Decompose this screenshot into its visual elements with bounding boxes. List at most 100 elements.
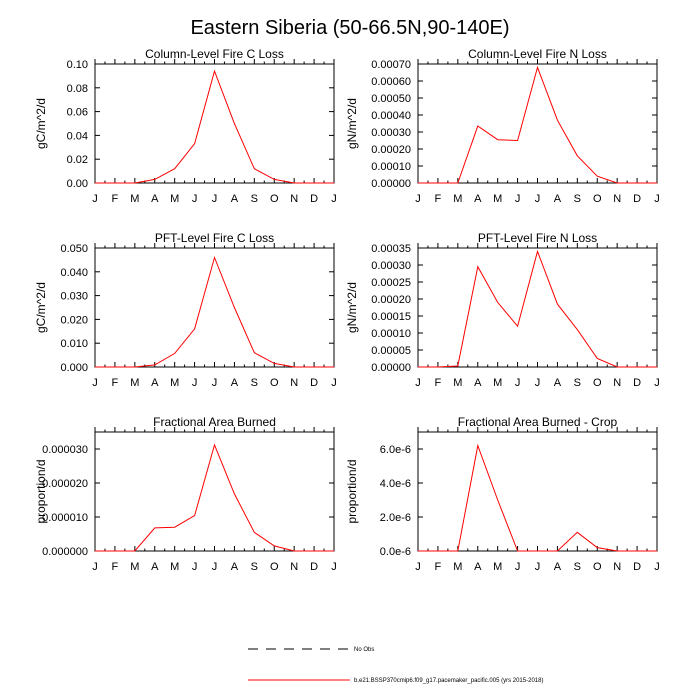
panel-column-level-fire-n-loss-xtick-label: M <box>453 193 462 205</box>
panel-fractional-area-burned-crop-xtick-label: A <box>474 561 482 573</box>
panel-fractional-area-burned-xtick-label: J <box>331 561 337 573</box>
panel-column-level-fire-c-loss-ytick-label: 0.02 <box>67 154 88 166</box>
panel-pft-level-fire-n-loss-frame <box>417 247 658 368</box>
panel-pft-level-fire-c-loss-ylabel: gC/m^2/d <box>34 282 48 333</box>
panel-column-level-fire-c-loss-xtick-label: N <box>290 193 298 205</box>
panel-column-level-fire-n-loss-xtick-label: N <box>613 193 621 205</box>
panel-pft-level-fire-n-loss-xtick-label: J <box>535 377 541 389</box>
panel-pft-level-fire-c-loss-xtick-label: A <box>151 377 159 389</box>
panel-fractional-area-burned-ytick-label: 0.000020 <box>42 478 88 490</box>
panel-fractional-area-burned-crop-ytick-label: 0.0e-6 <box>380 546 411 558</box>
panel-column-level-fire-n-loss-xtick-label: D <box>633 193 641 205</box>
panel-column-level-fire-n-loss-frame <box>417 63 658 184</box>
panel-pft-level-fire-n-loss-xtick-label: S <box>574 377 581 389</box>
panel-fractional-area-burned-crop-xtick-label: N <box>613 561 621 573</box>
figure-title: Eastern Siberia (50-66.5N,90-140E) <box>190 17 509 39</box>
panel-fractional-area-burned-crop-xtick-label: J <box>415 561 421 573</box>
panel-pft-level-fire-c-loss-xtick-label: F <box>112 377 119 389</box>
panel-column-level-fire-c-loss-xtick-label: J <box>192 193 198 205</box>
panel-pft-level-fire-c-loss-xtick-label: M <box>170 377 179 389</box>
panel-pft-level-fire-c-loss-ytick-label: 0.020 <box>60 314 88 326</box>
panel-pft-level-fire-c-loss-xtick-label: A <box>231 377 239 389</box>
panel-fractional-area-burned-xtick-label: J <box>192 561 198 573</box>
panel-pft-level-fire-n-loss-xtick-label: A <box>474 377 482 389</box>
panel-pft-level-fire-n-loss-xtick-label: J <box>415 377 421 389</box>
panel-fractional-area-burned-crop-xtick-label: M <box>493 561 502 573</box>
panel-column-level-fire-c-loss-title: Column-Level Fire C Loss <box>145 47 284 61</box>
panel-column-level-fire-c-loss-xtick-label: D <box>310 193 318 205</box>
panel-column-level-fire-n-loss-xtick-label: J <box>415 193 421 205</box>
panel-pft-level-fire-n-loss-series-line <box>418 249 657 368</box>
panel-column-level-fire-c-loss-frame <box>94 63 335 184</box>
panel-fractional-area-burned-series-line <box>95 443 334 552</box>
panel-fractional-area-burned-crop-ylabel: proportion/d <box>345 459 359 523</box>
panel-fractional-area-burned-xtick-label: A <box>231 561 239 573</box>
panel-column-level-fire-c-loss-xtick-label: M <box>130 193 139 205</box>
panel-pft-level-fire-c-loss-xtick-label: J <box>212 377 218 389</box>
panel-fractional-area-burned-crop-xtick-label: D <box>633 561 641 573</box>
panel-column-level-fire-n-loss-xtick-label: O <box>593 193 602 205</box>
panel-pft-level-fire-n-loss-xtick-label: M <box>453 377 462 389</box>
panel-column-level-fire-c-loss-xtick-label: M <box>170 193 179 205</box>
panel-pft-level-fire-n-loss-xtick-label: J <box>654 377 660 389</box>
panel-column-level-fire-n-loss-ytick-label: 0.00020 <box>371 144 411 156</box>
panel-column-level-fire-c-loss-ytick-label: 0.06 <box>67 107 88 119</box>
panel-pft-level-fire-c-loss-frame <box>94 247 335 368</box>
panel-column-level-fire-c-loss-ytick-label: 0.04 <box>67 130 88 142</box>
panel-pft-level-fire-c-loss-ytick-label: 0.000 <box>60 362 88 374</box>
panel-fractional-area-burned-crop-xtick-label: F <box>435 561 442 573</box>
panel-fractional-area-burned-crop-ytick-label: 6.0e-6 <box>380 444 411 456</box>
panel-column-level-fire-n-loss-xtick-label: J <box>654 193 660 205</box>
panel-column-level-fire-c-loss-xtick-label: J <box>331 193 337 205</box>
panel-column-level-fire-n-loss-xtick-label: A <box>474 193 482 205</box>
panel-column-level-fire-n-loss-ytick-label: 0.00030 <box>371 127 411 139</box>
panel-pft-level-fire-c-loss-xtick-label: M <box>130 377 139 389</box>
panel-column-level-fire-c-loss-ytick-label: 0.00 <box>67 178 88 190</box>
panel-fractional-area-burned-crop-title: Fractional Area Burned - Crop <box>458 415 618 429</box>
panel-pft-level-fire-c-loss-title: PFT-Level Fire C Loss <box>155 231 274 245</box>
panel-column-level-fire-n-loss-ytick-label: 0.00040 <box>371 110 411 122</box>
panel-column-level-fire-c-loss-ylabel: gC/m^2/d <box>34 98 48 149</box>
panel-pft-level-fire-c-loss-xtick-label: D <box>310 377 318 389</box>
panel-column-level-fire-n-loss-xtick-label: J <box>535 193 541 205</box>
panel-column-level-fire-c-loss-series-line <box>95 69 334 184</box>
panel-fractional-area-burned-ytick-label: 0.000030 <box>42 444 88 456</box>
panel-pft-level-fire-n-loss-xtick-label: F <box>435 377 442 389</box>
panel-fractional-area-burned-xtick-label: M <box>130 561 139 573</box>
panel-pft-level-fire-c-loss-ytick-label: 0.050 <box>60 243 88 255</box>
panel-pft-level-fire-n-loss-ytick-label: 0.00005 <box>371 345 411 357</box>
panel-fractional-area-burned-crop-xtick-label: A <box>554 561 562 573</box>
panel-column-level-fire-c-loss-ytick-label: 0.10 <box>67 59 88 71</box>
panel-fractional-area-burned-ylabel: proportion/d <box>34 459 48 523</box>
panel-pft-level-fire-n-loss-ytick-label: 0.00025 <box>371 277 411 289</box>
panel-fractional-area-burned-crop-xtick-label: O <box>593 561 602 573</box>
panel-column-level-fire-c-loss-xtick-label: A <box>151 193 159 205</box>
panel-pft-level-fire-n-loss-xtick-label: M <box>493 377 502 389</box>
panel-column-level-fire-n-loss-ytick-label: 0.00010 <box>371 161 411 173</box>
panel-column-level-fire-c-loss-xtick-label: J <box>92 193 98 205</box>
panel-fractional-area-burned-crop-frame <box>417 431 658 552</box>
panel-column-level-fire-n-loss-ytick-label: 0.00060 <box>371 76 411 88</box>
panel-fractional-area-burned-ytick-label: 0.000000 <box>42 546 88 558</box>
panel-fractional-area-burned-xtick-label: J <box>92 561 98 573</box>
panel-fractional-area-burned-xtick-label: J <box>212 561 218 573</box>
legend: No Obs b.e21.BSSP370cmip6.f09_g17.pacemak… <box>248 647 543 684</box>
panel-pft-level-fire-n-loss-ytick-label: 0.00010 <box>371 328 411 340</box>
panel-fractional-area-burned-crop-series-line <box>418 443 657 552</box>
panel-pft-level-fire-c-loss-ytick-label: 0.030 <box>60 291 88 303</box>
panel-pft-level-fire-c-loss-series-line <box>95 255 334 368</box>
panel-column-level-fire-n-loss-xtick-label: S <box>574 193 581 205</box>
panel-fractional-area-burned-ytick-label: 0.000010 <box>42 512 88 524</box>
panel-fractional-area-burned-xtick-label: M <box>170 561 179 573</box>
panel-column-level-fire-c-loss-xtick-label: J <box>212 193 218 205</box>
panel-column-level-fire-n-loss-xtick-label: A <box>554 193 562 205</box>
panel-fractional-area-burned-title: Fractional Area Burned <box>153 415 276 429</box>
panel-fractional-area-burned-xtick-label: N <box>290 561 298 573</box>
panel-column-level-fire-c-loss-xtick-label: O <box>270 193 279 205</box>
panel-pft-level-fire-c-loss-xtick-label: J <box>92 377 98 389</box>
